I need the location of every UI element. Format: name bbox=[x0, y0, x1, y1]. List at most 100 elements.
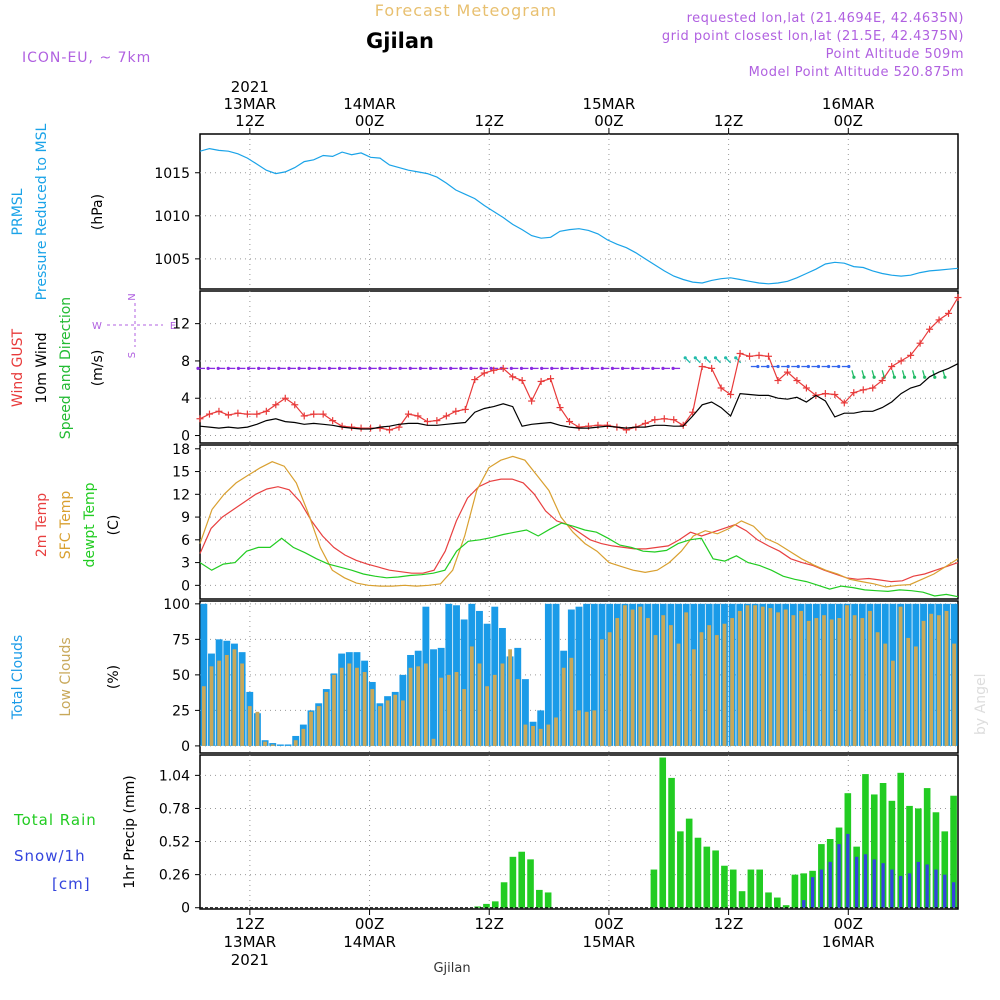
bar-total-clouds bbox=[430, 649, 437, 746]
bar-low-clouds bbox=[745, 605, 750, 746]
wind-arrow-head bbox=[872, 375, 876, 379]
bar-rain bbox=[712, 850, 719, 908]
bar-low-clouds bbox=[538, 728, 543, 746]
bar-low-clouds bbox=[546, 724, 551, 746]
top-label-hour: 12Z bbox=[475, 112, 504, 130]
wind-arrow-head bbox=[519, 366, 524, 370]
wind-arrow-head bbox=[408, 366, 412, 370]
panel-frame bbox=[199, 754, 959, 910]
wind-arrow-head bbox=[641, 366, 645, 370]
wind-arrow-head bbox=[368, 366, 372, 370]
panel-frame bbox=[199, 444, 959, 600]
bar-low-clouds bbox=[699, 632, 704, 746]
wind-arrow-head bbox=[550, 366, 554, 370]
wind-arrow-head bbox=[933, 375, 937, 379]
wind-direction-arrows bbox=[196, 356, 947, 379]
bar-low-clouds bbox=[906, 637, 911, 746]
bar-low-clouds bbox=[883, 643, 888, 746]
wind-arrow-head bbox=[713, 356, 718, 360]
y-tick-label: 1005 bbox=[154, 252, 190, 268]
bar-total-clouds bbox=[276, 744, 284, 746]
bar-total-clouds bbox=[583, 603, 591, 746]
wind-arrow-head bbox=[661, 366, 665, 370]
bar-low-clouds bbox=[860, 618, 865, 746]
bar-low-clouds bbox=[829, 619, 834, 746]
label-prmsl: PRMSL bbox=[10, 188, 26, 235]
bar-low-clouds bbox=[339, 667, 344, 746]
bar-low-clouds bbox=[875, 632, 880, 746]
grid-point-coords: grid point closest lon,lat (21.5E, 42.43… bbox=[662, 29, 964, 44]
bar-low-clouds bbox=[217, 660, 222, 746]
bar-low-clouds bbox=[722, 623, 727, 746]
y-tick-label: 0.78 bbox=[159, 801, 190, 817]
bar-low-clouds bbox=[584, 711, 589, 746]
wind-arrow-head bbox=[651, 366, 655, 370]
top-label-date: 16MAR bbox=[822, 95, 875, 113]
label-total-rain: Total Rain bbox=[13, 811, 97, 829]
wind-arrow-head bbox=[703, 356, 708, 360]
bar-rain bbox=[774, 897, 781, 908]
bar-low-clouds bbox=[768, 608, 773, 746]
wind-arrow-head bbox=[388, 366, 392, 370]
y-tick-label: 12 bbox=[172, 487, 190, 503]
bar-rain bbox=[870, 794, 878, 908]
bar-low-clouds bbox=[944, 610, 949, 746]
bar-rain bbox=[721, 865, 728, 908]
top-label-hour: 12Z bbox=[235, 112, 264, 130]
bar-low-clouds bbox=[638, 606, 643, 746]
top-label-year: 2021 bbox=[231, 78, 269, 96]
bar-total-clouds bbox=[537, 710, 545, 746]
wind-arrow-head bbox=[816, 364, 821, 369]
location-title: Gjilan bbox=[366, 29, 434, 53]
bar-low-clouds bbox=[332, 674, 336, 746]
wind-arrow-head bbox=[438, 366, 443, 370]
bar-snow bbox=[890, 869, 894, 908]
bar-low-clouds bbox=[240, 663, 245, 746]
bar-total-clouds bbox=[200, 603, 208, 746]
bottom-label-hour: 12Z bbox=[714, 915, 743, 933]
wind-arrow-head bbox=[776, 364, 780, 369]
wind-arrow-head bbox=[796, 364, 800, 369]
bar-low-clouds bbox=[630, 609, 635, 746]
wind-arrow-head bbox=[693, 356, 697, 360]
bar-low-clouds bbox=[921, 620, 926, 746]
bar-rain bbox=[518, 851, 526, 908]
bar-total-clouds bbox=[284, 744, 292, 746]
bar-low-clouds bbox=[852, 615, 857, 746]
label-unit-pct: (%) bbox=[106, 665, 122, 689]
wind-arrow-head bbox=[337, 366, 342, 370]
bar-low-clouds bbox=[554, 717, 558, 746]
bar-low-clouds bbox=[753, 605, 757, 746]
bar-low-clouds bbox=[431, 738, 436, 746]
credit: by Angel bbox=[973, 674, 989, 735]
bar-snow bbox=[828, 861, 832, 908]
label-unit-ms: (m/s) bbox=[90, 350, 106, 387]
bar-snow bbox=[899, 875, 903, 908]
bar-low-clouds bbox=[508, 649, 512, 746]
top-label-hour: 00Z bbox=[834, 112, 863, 130]
compass-e: E bbox=[170, 321, 176, 332]
bar-low-clouds bbox=[500, 663, 505, 746]
y-tick-label: 0 bbox=[181, 739, 190, 755]
wind-arrow-head bbox=[892, 375, 896, 379]
y-tick-label: 0.26 bbox=[159, 868, 190, 884]
bar-low-clouds bbox=[270, 744, 275, 746]
wind-arrow-head bbox=[852, 375, 856, 379]
bar-low-clouds bbox=[783, 609, 788, 746]
footer-location: Gjilan bbox=[433, 961, 470, 976]
wind-arrow-head bbox=[610, 366, 615, 370]
bar-total-clouds bbox=[590, 603, 598, 746]
wind-arrow-head bbox=[683, 356, 687, 360]
y-tick-label: 1.04 bbox=[159, 768, 190, 784]
label-speed-dir: Speed and Direction bbox=[58, 297, 74, 439]
label-low-clouds: Low Clouds bbox=[58, 637, 74, 716]
bottom-label-hour: 12Z bbox=[235, 915, 264, 933]
bottom-label-date: 15MAR bbox=[583, 933, 636, 951]
wind-arrow-head bbox=[196, 366, 200, 370]
bar-low-clouds bbox=[799, 610, 803, 746]
wind-arrow-head bbox=[418, 366, 422, 370]
bar-rain bbox=[491, 901, 499, 908]
wind-arrow-head bbox=[806, 364, 810, 369]
bar-low-clouds bbox=[385, 700, 390, 746]
label-gust: Wind GUST bbox=[10, 328, 26, 407]
